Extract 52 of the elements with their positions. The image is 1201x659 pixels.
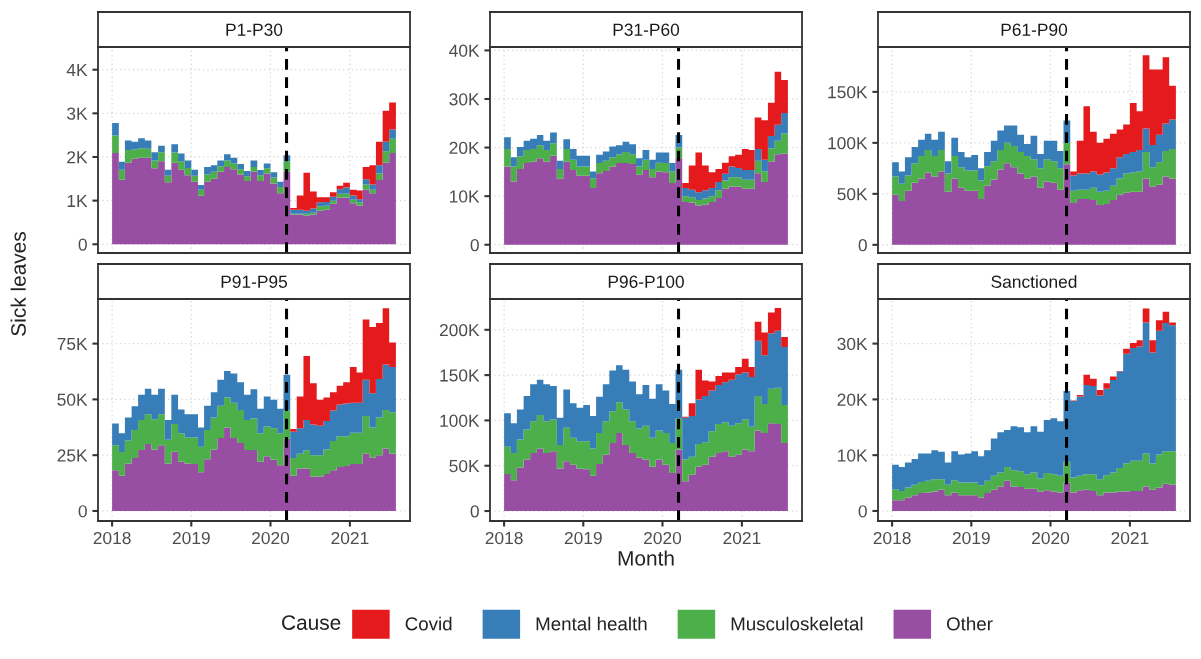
legend-label: Other	[946, 616, 993, 631]
y-tick-label: 0	[470, 505, 479, 518]
x-tick-label: 2018	[93, 531, 131, 545]
y-tick-label: 0	[78, 505, 87, 518]
y-axis-title: Sick leaves	[10, 232, 26, 336]
chart-title: P91-P95	[221, 275, 288, 288]
y-tick-label: 2K	[67, 151, 88, 164]
legend-label: Musculoskeletal	[731, 616, 863, 631]
x-tick-label: 2019	[172, 531, 210, 545]
y-tick-label: 150K	[440, 369, 480, 382]
x-tick-label: 2020	[252, 531, 290, 545]
y-tick-label: 0	[858, 239, 867, 252]
y-tick-label: 50K	[57, 393, 88, 406]
y-tick-label: 20K	[837, 393, 868, 406]
y-tick-label: 100K	[828, 137, 868, 150]
x-tick-label: 2020	[1032, 531, 1070, 545]
y-tick-label: 75K	[57, 337, 88, 351]
x-tick-label: 2018	[485, 531, 523, 545]
legend-title: Cause	[282, 615, 341, 630]
legend-label: Mental health	[536, 616, 647, 631]
y-tick-label: 1K	[67, 194, 88, 207]
y-tick-label: 10K	[450, 190, 480, 203]
chart-title: P61-P90	[1001, 23, 1068, 36]
x-tick-label: 2021	[723, 531, 761, 545]
x-tick-label: 2018	[873, 531, 911, 545]
x-tick-label: 2021	[331, 531, 369, 545]
y-tick-label: 20K	[449, 141, 480, 155]
y-tick-label: 0	[858, 505, 867, 518]
y-tick-label: 25K	[57, 449, 88, 462]
y-tick-label: 30K	[837, 337, 868, 351]
y-tick-label: 3K	[67, 107, 88, 120]
y-tick-label: 200K	[439, 323, 480, 337]
y-tick-label: 4K	[66, 64, 88, 76]
y-tick-label: 10K	[838, 449, 868, 462]
chart-title: P1-P30	[226, 23, 283, 36]
y-tick-label: 50K	[837, 188, 868, 201]
x-tick-label: 2019	[564, 531, 602, 545]
legend-label: Covid	[405, 616, 452, 631]
chart-title: P31-P60	[613, 23, 680, 36]
x-axis-title: Month	[618, 550, 674, 566]
x-tick-label: 2020	[644, 531, 682, 545]
y-tick-label: 40K	[449, 44, 480, 57]
chart-title: P96-P100	[608, 275, 684, 288]
y-tick-label: 30K	[449, 93, 480, 106]
y-tick-label: 150K	[828, 86, 868, 99]
chart-title: Sanctioned	[991, 275, 1077, 288]
y-tick-label: 100K	[440, 414, 480, 427]
y-tick-label: 50K	[449, 459, 480, 473]
x-tick-label: 2021	[1111, 531, 1149, 545]
y-tick-label: 0	[470, 238, 479, 252]
x-tick-label: 2019	[952, 531, 990, 545]
y-tick-label: 0	[78, 238, 87, 251]
